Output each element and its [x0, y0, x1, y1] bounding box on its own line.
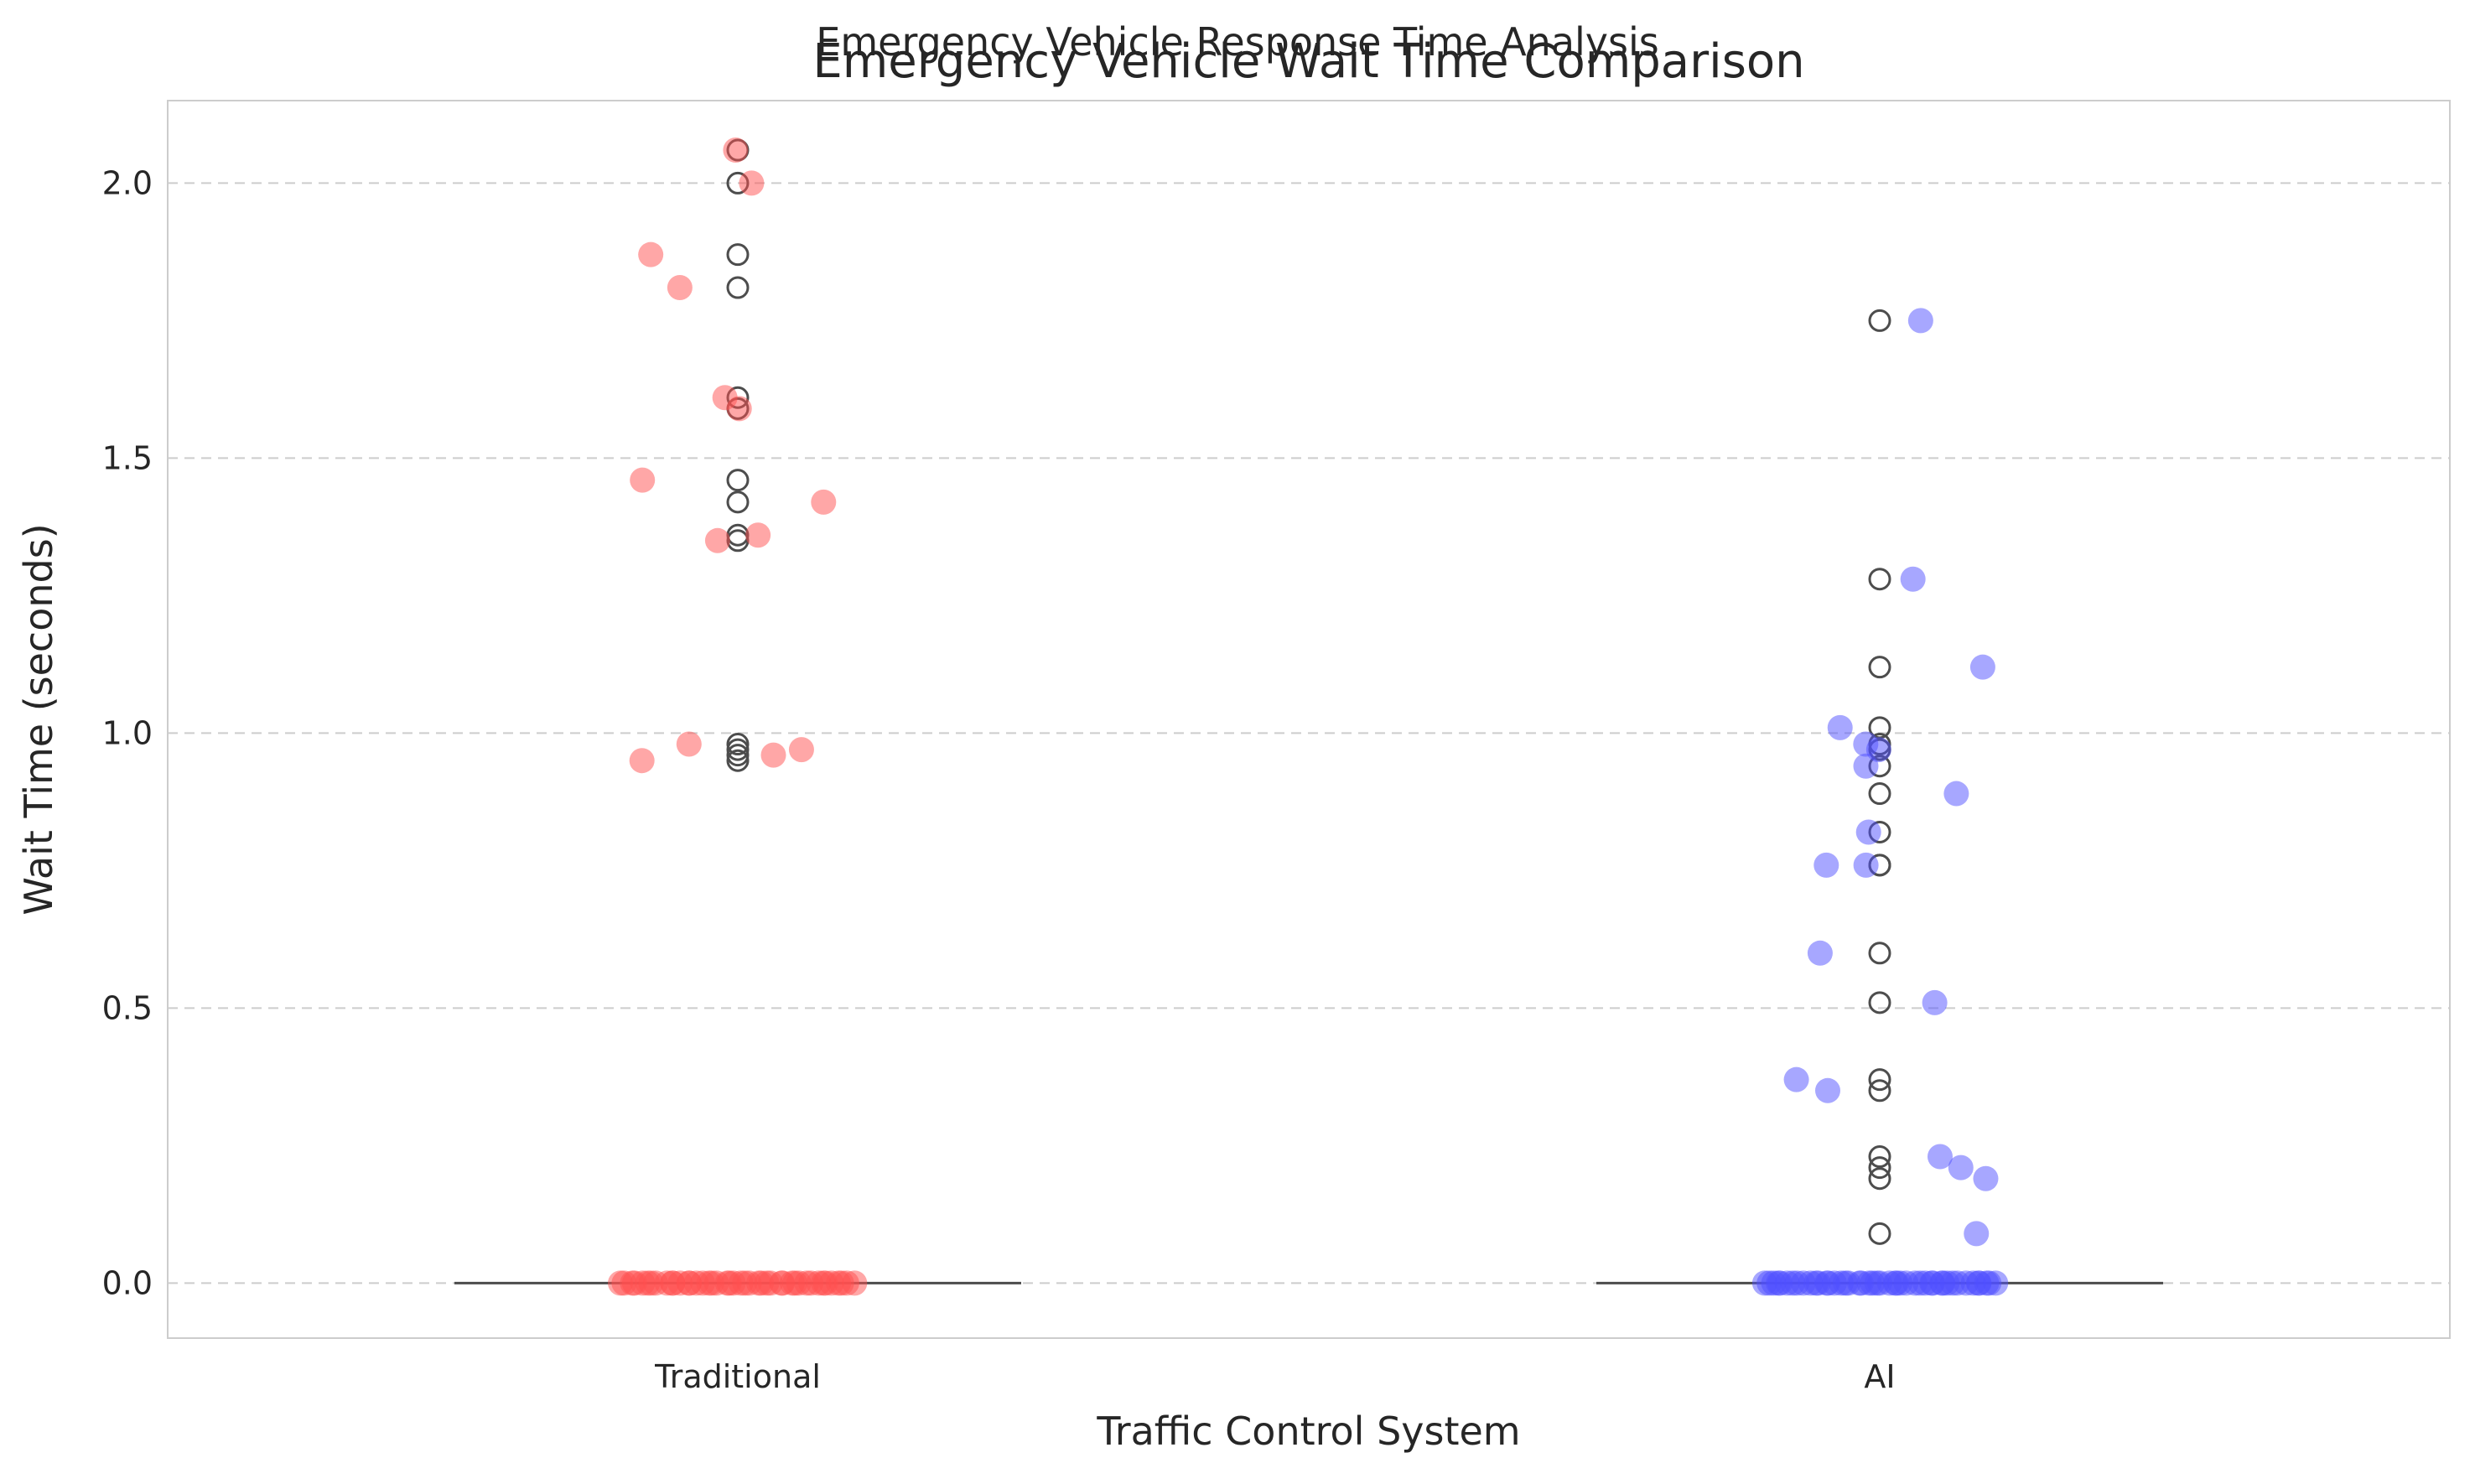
outlier-point	[1868, 942, 1891, 965]
strip-point	[667, 275, 693, 301]
outlier-point	[1868, 991, 1891, 1014]
outlier-point	[726, 738, 750, 761]
outlier-point	[726, 469, 750, 492]
strip-point	[1827, 714, 1853, 740]
outlier-point	[726, 276, 750, 299]
outlier-point	[1868, 1222, 1891, 1245]
strip-point	[1853, 753, 1879, 779]
outlier-point	[1868, 1167, 1891, 1191]
strip-point	[842, 1270, 868, 1296]
strip-point	[638, 241, 664, 267]
strip-point	[1783, 1066, 1809, 1092]
outlier-point	[1868, 1145, 1891, 1169]
strip-point	[1813, 852, 1839, 878]
strip-point	[704, 527, 730, 553]
strip-point	[1973, 1165, 1999, 1191]
strip-point	[1964, 1221, 1990, 1247]
outlier-point	[1868, 1079, 1891, 1103]
strip-point	[1907, 308, 1933, 334]
outlier-point	[1868, 1068, 1891, 1092]
chart-title: Emergency Vehicle Wait Time Comparison	[812, 34, 1804, 89]
y-tick-label: 1.5	[102, 439, 153, 476]
x-tick-label: AI	[1864, 1358, 1895, 1395]
y-tick-label: 2.0	[102, 164, 153, 201]
y-tick-labels: 0.0 0.5 1.0 1.5 2.0	[102, 164, 153, 1301]
outlier-point	[1868, 1156, 1891, 1180]
strip-point	[1983, 1270, 2009, 1296]
outlier-point	[1868, 568, 1891, 591]
strip-point	[739, 170, 765, 196]
outlier-point	[726, 749, 750, 772]
y-tick-label: 0.5	[102, 989, 153, 1026]
outlier-point	[726, 490, 750, 514]
strip-point	[788, 737, 814, 763]
strip-point	[1900, 566, 1926, 592]
outlier-point	[1868, 656, 1891, 679]
strip-point	[630, 467, 656, 493]
x-tick-label: Traditional	[654, 1358, 821, 1395]
strip-point	[1943, 781, 1969, 807]
strip-point	[760, 742, 786, 768]
strip-point	[1927, 1144, 1953, 1170]
strip-point	[1969, 654, 1995, 680]
y-tick-label: 0.0	[102, 1264, 153, 1301]
outlier-point	[726, 744, 750, 767]
strip-point	[723, 138, 749, 163]
plot-area	[167, 100, 2451, 1339]
strip-point	[629, 748, 655, 774]
x-axis-label: Traffic Control System	[1096, 1409, 1520, 1454]
outlier-point	[726, 243, 750, 267]
strip-point	[726, 396, 752, 422]
strip-point	[1922, 989, 1948, 1015]
x-tick-labels: Traditional AI	[654, 1358, 1896, 1395]
y-axis-label: Wait Time (seconds)	[16, 523, 61, 915]
strip-point	[1948, 1155, 1974, 1180]
strip-point	[676, 731, 702, 757]
outlier-point	[726, 733, 750, 756]
strip-point	[1853, 852, 1879, 878]
strip-point	[1814, 1077, 1840, 1103]
outlier-point	[1868, 782, 1891, 806]
outlier-point	[1868, 309, 1891, 332]
y-tick-label: 1.0	[102, 714, 153, 751]
strip-point	[811, 489, 837, 515]
chart-suptitle: Emergency Vehicle Response Time Analysis	[816, 19, 1658, 65]
strip-point	[1807, 940, 1833, 966]
strip-points	[607, 138, 2009, 1296]
strip-point	[1855, 819, 1881, 845]
strip-point	[745, 522, 771, 548]
